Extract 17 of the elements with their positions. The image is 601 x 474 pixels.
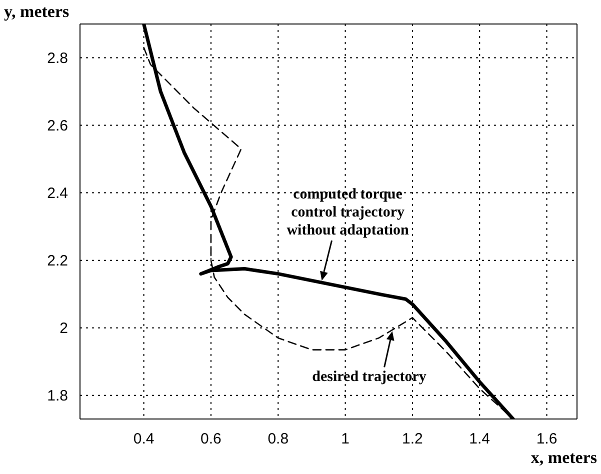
x-tick-label: 0.6 — [200, 430, 222, 448]
x-tick-label: 1 — [341, 430, 350, 448]
annotation: desired trajectory — [312, 369, 427, 386]
x-tick-label: 0.4 — [133, 430, 154, 448]
y-tick-label: 2.4 — [47, 185, 68, 202]
y-tick-label: 1.8 — [47, 388, 68, 405]
annotation: computed torque control trajectory without adaptation — [286, 186, 410, 239]
x-axis-title: x, meters — [530, 448, 597, 468]
y-tick-label: 2.6 — [47, 118, 68, 135]
y-tick-label: 2 — [60, 320, 68, 338]
y-axis-title: y, meters — [4, 2, 70, 22]
y-tick-label: 2.8 — [47, 50, 68, 68]
x-tick-label: 0.8 — [268, 430, 289, 448]
x-tick-label: 1.6 — [536, 430, 558, 448]
x-tick-label: 1.4 — [469, 430, 490, 448]
x-tick-label: 1.2 — [402, 430, 423, 448]
y-tick-label: 2.2 — [47, 252, 68, 270]
